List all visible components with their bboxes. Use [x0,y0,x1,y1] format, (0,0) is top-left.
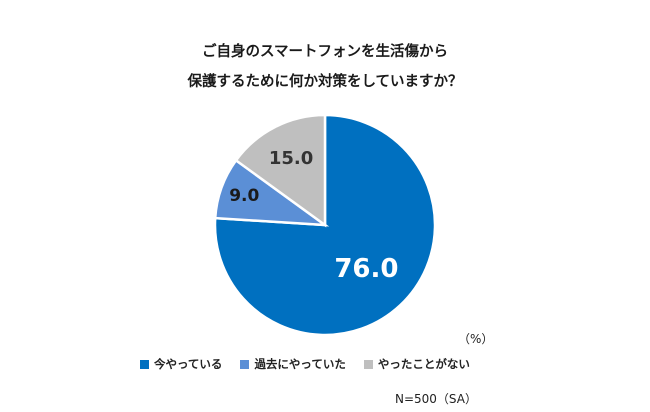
legend-label-past: 過去にやっていた [254,357,346,371]
legend-swatch-never [363,359,373,369]
chart-title-line-2: 保護するために何か対策をしていますか？ [187,74,463,90]
data-label-current: 76.0 [334,254,398,284]
legend: 今やっている 過去にやっていた やったことがない [140,356,470,372]
unit-label: （%） [458,332,494,346]
slice-never [234,113,327,228]
data-label-past: 9.0 [229,186,259,206]
data-label-never: 15.0 [269,148,313,169]
legend-item-never: やったことがない [363,356,470,372]
legend-label-never: やったことがない [377,357,470,371]
legend-item-past: 過去にやっていた [240,356,346,372]
sample-size-label: N=500（SA） [395,392,477,406]
legend-item-current: 今やっている [140,356,222,372]
legend-swatch-current [140,359,149,369]
legend-label-current: 今やっている [154,357,223,371]
chart-title-line-1: ご自身のスマートフォンを生活傷から [201,44,449,60]
legend-swatch-past [240,359,250,369]
